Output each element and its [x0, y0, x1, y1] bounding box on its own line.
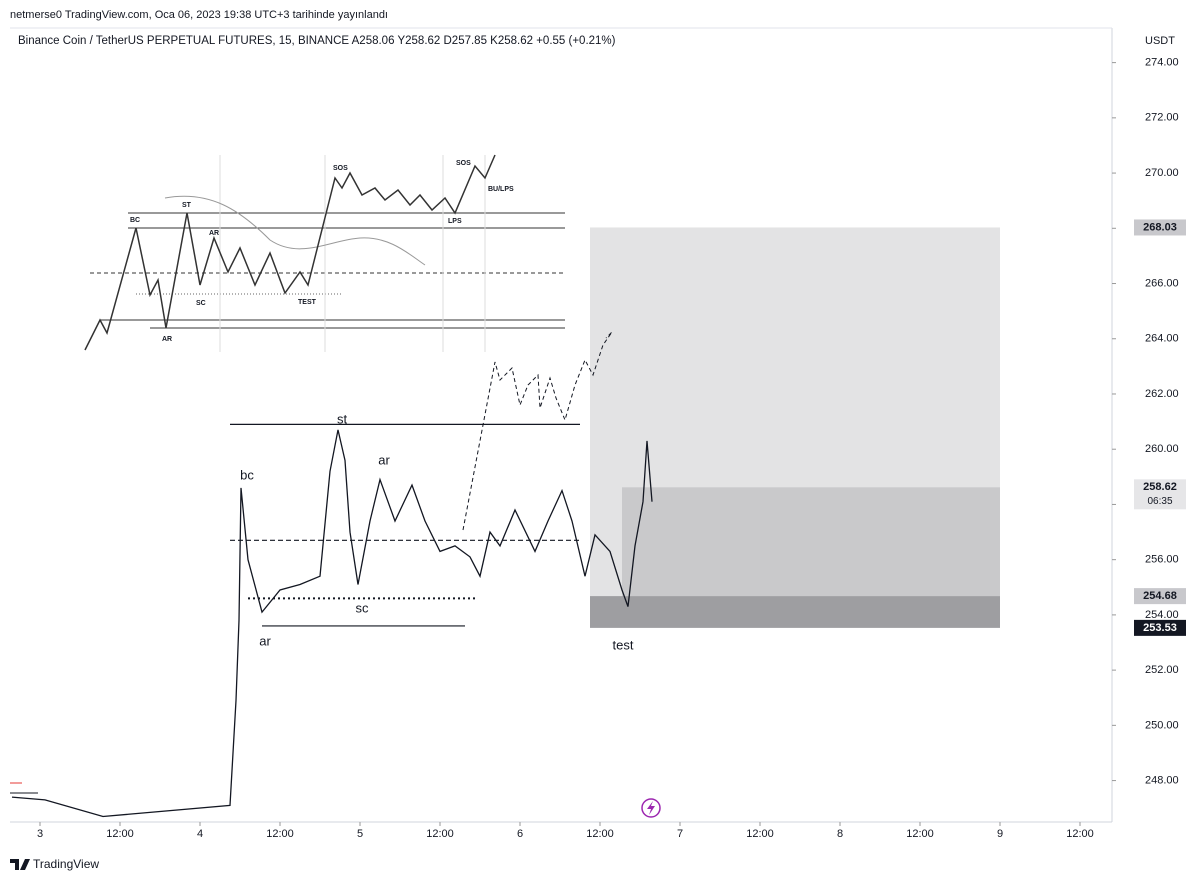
y-tick-label: 248.00 [1145, 774, 1179, 786]
price-tag [1134, 219, 1186, 236]
inset-label: LPS [448, 218, 462, 225]
annotation: sc [356, 600, 370, 615]
inset-label: BC [130, 217, 140, 224]
zone [622, 487, 1000, 597]
y-tick-label: 270.00 [1145, 167, 1179, 179]
price-tag [1134, 619, 1186, 636]
x-tick-label: 12:00 [1066, 828, 1094, 840]
price-line [11, 429, 653, 818]
countdown: 06:35 [1147, 496, 1172, 507]
x-tick-label: 12:00 [586, 828, 614, 840]
price-tag-label: 258.62 [1143, 481, 1177, 493]
price-tag-label: 268.03 [1143, 221, 1177, 233]
inset-label: AR [209, 230, 219, 237]
y-tick-label: 264.00 [1145, 333, 1179, 345]
lightning-icon[interactable] [641, 798, 661, 818]
series [11, 429, 653, 818]
inset-label: SC [196, 300, 206, 307]
annotation: bc [240, 467, 254, 482]
x-tick-label: 7 [677, 828, 683, 840]
currency: USDT [1145, 35, 1175, 47]
x-tick-label: 12:00 [266, 828, 294, 840]
zones [590, 227, 1000, 628]
x-tick-label: 5 [357, 828, 363, 840]
inset-curve [164, 195, 426, 266]
x-tick-label: 9 [997, 828, 1003, 840]
y-tick-label: 256.00 [1145, 554, 1179, 566]
annotation: st [337, 411, 348, 426]
x-tick-label: 4 [197, 828, 203, 840]
inset-price [84, 154, 496, 351]
inset-bg [80, 150, 566, 353]
published-note: netmerse0 TradingView.com, Oca 06, 2023 … [10, 9, 388, 21]
price-tag-label: 253.53 [1143, 622, 1177, 634]
y-tick-label: 266.00 [1145, 277, 1179, 289]
price-tag-label: 254.68 [1143, 590, 1177, 602]
price-tag [1134, 588, 1186, 605]
inset-label: TEST [298, 299, 317, 306]
x-tick-label: 12:00 [746, 828, 774, 840]
inset-label: SOS [456, 160, 471, 167]
projection [462, 331, 613, 531]
tradingview-logo[interactable]: TradingView [10, 857, 99, 871]
inset-schematic: BC ST AR SC TEST AR SOS LPS SOS BU/LPS [80, 150, 566, 353]
annotation: test [613, 637, 634, 652]
y-tick-label: 250.00 [1145, 719, 1179, 731]
brand: TradingView [33, 857, 99, 871]
annotation: ar [259, 633, 271, 648]
x-tick-label: 12:00 [426, 828, 454, 840]
symbol-legend: Binance Coin / TetherUS PERPETUAL FUTURE… [18, 35, 616, 47]
inset-label: AR [162, 336, 172, 343]
zone [590, 596, 1000, 628]
inset-label: ST [182, 202, 192, 209]
y-tick-label: 272.00 [1145, 112, 1179, 124]
inset-label: SOS [333, 165, 348, 172]
x-tick-label: 6 [517, 828, 523, 840]
y-tick-label: 260.00 [1145, 443, 1179, 455]
annotation: ar [378, 452, 390, 467]
price-tag [1134, 479, 1186, 510]
y-tick-label: 262.00 [1145, 388, 1179, 400]
x-tick-label: 8 [837, 828, 843, 840]
x-tick-label: 12:00 [106, 828, 134, 840]
x-tick-label: 3 [37, 828, 43, 840]
y-tick-label: 252.00 [1145, 664, 1179, 676]
inset-label: BU/LPS [488, 186, 514, 193]
x-tick-label: 12:00 [906, 828, 934, 840]
y-tick-label: 254.00 [1145, 609, 1179, 621]
y-tick-label: 274.00 [1145, 57, 1179, 69]
